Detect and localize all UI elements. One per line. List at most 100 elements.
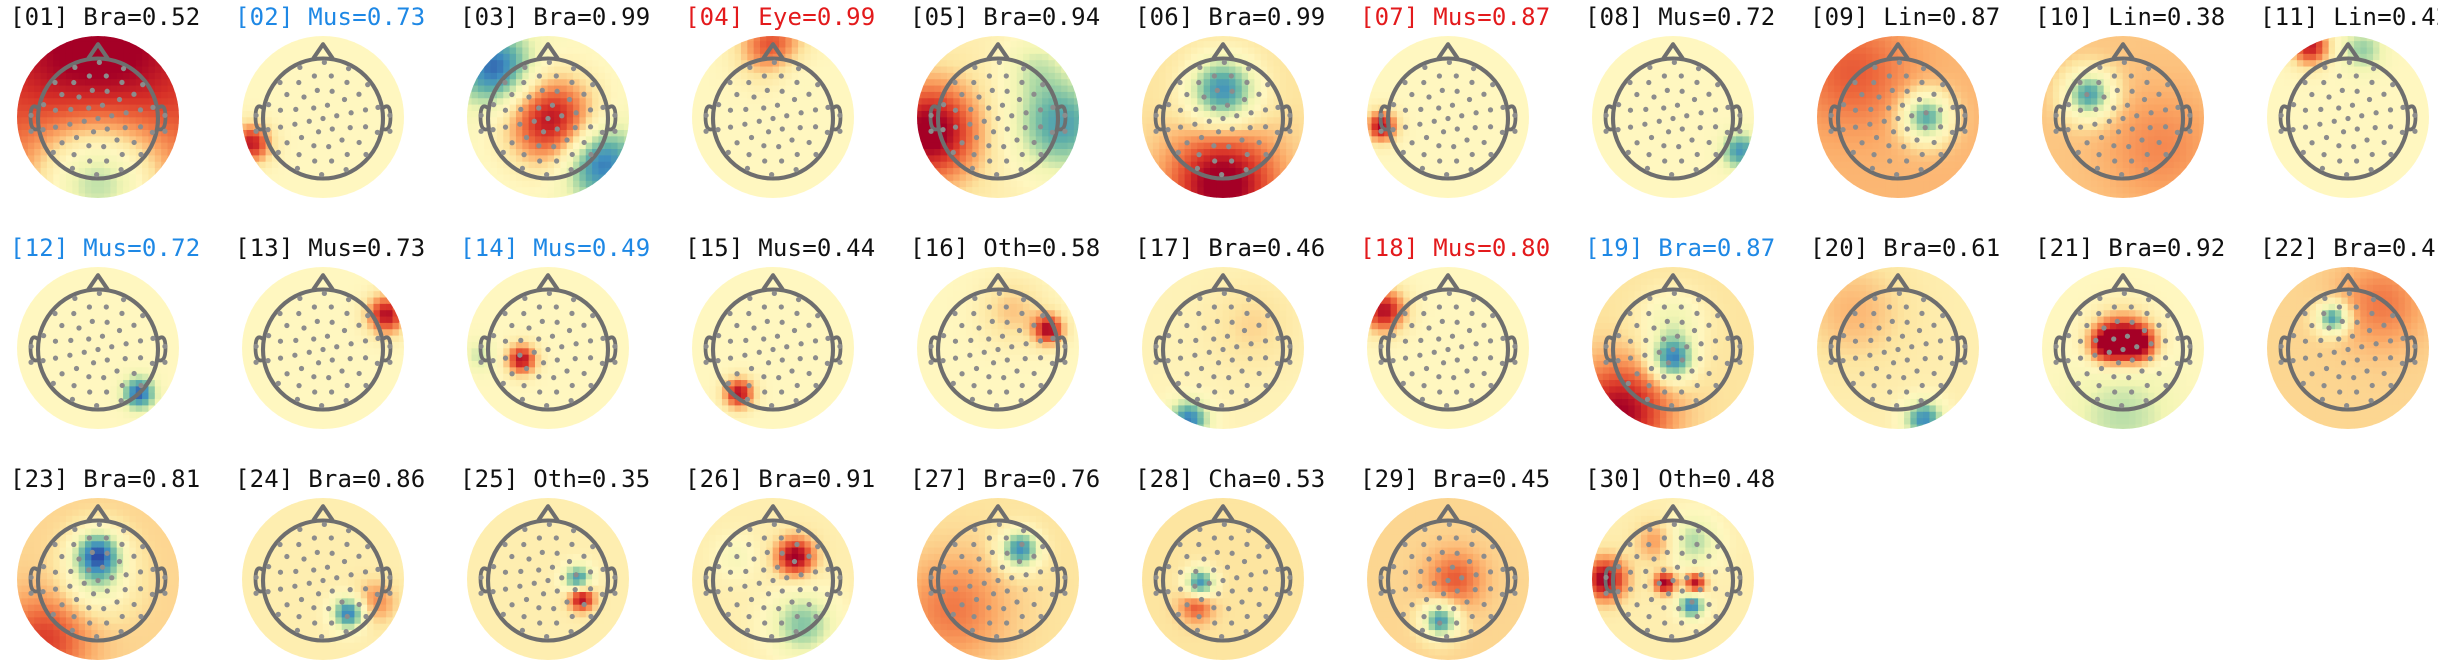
- electrode-dot: [517, 583, 523, 589]
- electrode-dot: [71, 79, 77, 86]
- electrode-dot: [296, 614, 302, 620]
- component-cell: [19] Bra=0.87: [1585, 234, 1785, 434]
- electrode-dot: [1490, 81, 1496, 88]
- electrode-dot: [1706, 322, 1712, 328]
- electrode-dot: [2321, 79, 2327, 86]
- electrode-dot: [1646, 614, 1652, 620]
- electrode-dot: [1184, 553, 1190, 560]
- electrode-dot: [1919, 310, 1925, 316]
- electrode-dot: [1166, 102, 1172, 108]
- electrode-dot: [2309, 371, 2315, 377]
- electrode-dot: [545, 115, 551, 122]
- electrode-dot: [2369, 382, 2375, 389]
- nose-icon: [311, 42, 335, 60]
- electrode-dot: [1886, 73, 1893, 79]
- electrode-dot: [522, 295, 528, 302]
- electrode-dot: [540, 129, 547, 135]
- electrode-dot: [1616, 564, 1622, 570]
- electrode-dot: [2336, 304, 2343, 310]
- electrode-dot: [2096, 383, 2102, 389]
- electrode-dot: [1184, 140, 1190, 146]
- electrode-dot: [776, 374, 782, 381]
- electrode-dot: [2366, 96, 2373, 103]
- electrode-dot: [326, 143, 332, 150]
- component-label: [01] Bra=0.52: [10, 3, 201, 31]
- electrode-dot: [2369, 151, 2375, 158]
- nose-icon: [311, 273, 335, 291]
- electrode-dot: [554, 588, 560, 594]
- electrode-dot: [343, 628, 349, 635]
- electrodes: [1153, 59, 1293, 178]
- electrode-dot: [478, 343, 484, 349]
- electrode-dot: [1211, 73, 1218, 79]
- electrode-dot: [1226, 605, 1232, 612]
- electrode-dot: [1023, 572, 1029, 578]
- electrode-dot: [1226, 374, 1232, 381]
- electrode-dot: [253, 128, 259, 134]
- electrode-dot: [104, 357, 110, 363]
- electrode-dot: [1409, 602, 1415, 608]
- electrode-dot: [321, 290, 327, 297]
- electrode-dot: [2111, 304, 2118, 310]
- electrode-dot: [1244, 541, 1250, 547]
- electrode-dot: [345, 65, 352, 72]
- electrode-dot: [1444, 171, 1450, 178]
- electrode-dot: [2112, 158, 2118, 164]
- electrode-dot: [149, 129, 155, 135]
- electrode-dot: [1662, 158, 1668, 164]
- electrode-dot: [1473, 572, 1479, 578]
- electrode-dot: [1712, 107, 1719, 113]
- electrode-dot: [1244, 79, 1250, 85]
- electrode-dot: [544, 171, 550, 178]
- topomap: [241, 35, 405, 199]
- electrode-dot: [2145, 296, 2152, 303]
- electrode-dot: [1062, 128, 1068, 134]
- electrode-dot: [1004, 88, 1010, 94]
- electrode-dot: [748, 365, 755, 372]
- electrode-dot: [2077, 107, 2084, 113]
- electrode-dot: [1439, 318, 1445, 325]
- electrode-dot: [2302, 124, 2309, 130]
- electrode-dot: [1418, 568, 1424, 575]
- electrode-dot: [2339, 318, 2345, 325]
- electrode-dot: [806, 139, 812, 146]
- electrode-dot: [1661, 567, 1667, 573]
- electrode-dot: [778, 73, 784, 79]
- electrode-dot: [1499, 591, 1505, 597]
- head-outline: [1160, 287, 1286, 412]
- electrode-dot: [1378, 112, 1384, 118]
- electrode-dot: [526, 94, 532, 100]
- electrode-dot: [1248, 572, 1254, 578]
- electrode-dot: [491, 333, 497, 339]
- electrode-dot: [2349, 333, 2356, 339]
- electrode-dot: [362, 569, 369, 575]
- electrode-dot: [1887, 389, 1893, 395]
- electrode-dot: [1194, 627, 1201, 634]
- electrode-dot: [1627, 124, 1634, 130]
- electrode-dot: [959, 140, 965, 146]
- electrode-dot: [952, 541, 958, 548]
- electrode-dot: [940, 358, 946, 364]
- electrode-dot: [793, 166, 799, 173]
- electrode-dot: [1229, 357, 1235, 363]
- electrode-dot: [1400, 149, 1406, 156]
- topomap: [16, 266, 180, 430]
- electrode-dot: [996, 290, 1002, 297]
- electrode-dot: [67, 583, 73, 589]
- component-cell: [30] Oth=0.48: [1585, 465, 1785, 665]
- component-label: [13] Mus=0.73: [235, 234, 426, 262]
- electrode-dot: [2373, 341, 2379, 347]
- electrode-dot: [2370, 296, 2377, 303]
- electrode-dot: [253, 359, 259, 365]
- electrode-dot: [837, 574, 843, 580]
- electrode-dot: [1473, 341, 1479, 347]
- electrode-dot: [150, 104, 156, 110]
- electrode-dot: [1656, 580, 1662, 586]
- electrode-dot: [1642, 583, 1648, 589]
- electrode-dot: [1643, 568, 1649, 575]
- topomap: [466, 35, 630, 199]
- nose-icon: [86, 273, 110, 291]
- electrodes: [478, 290, 618, 409]
- electrode-dot: [2278, 343, 2284, 349]
- electrode-dot: [987, 389, 993, 395]
